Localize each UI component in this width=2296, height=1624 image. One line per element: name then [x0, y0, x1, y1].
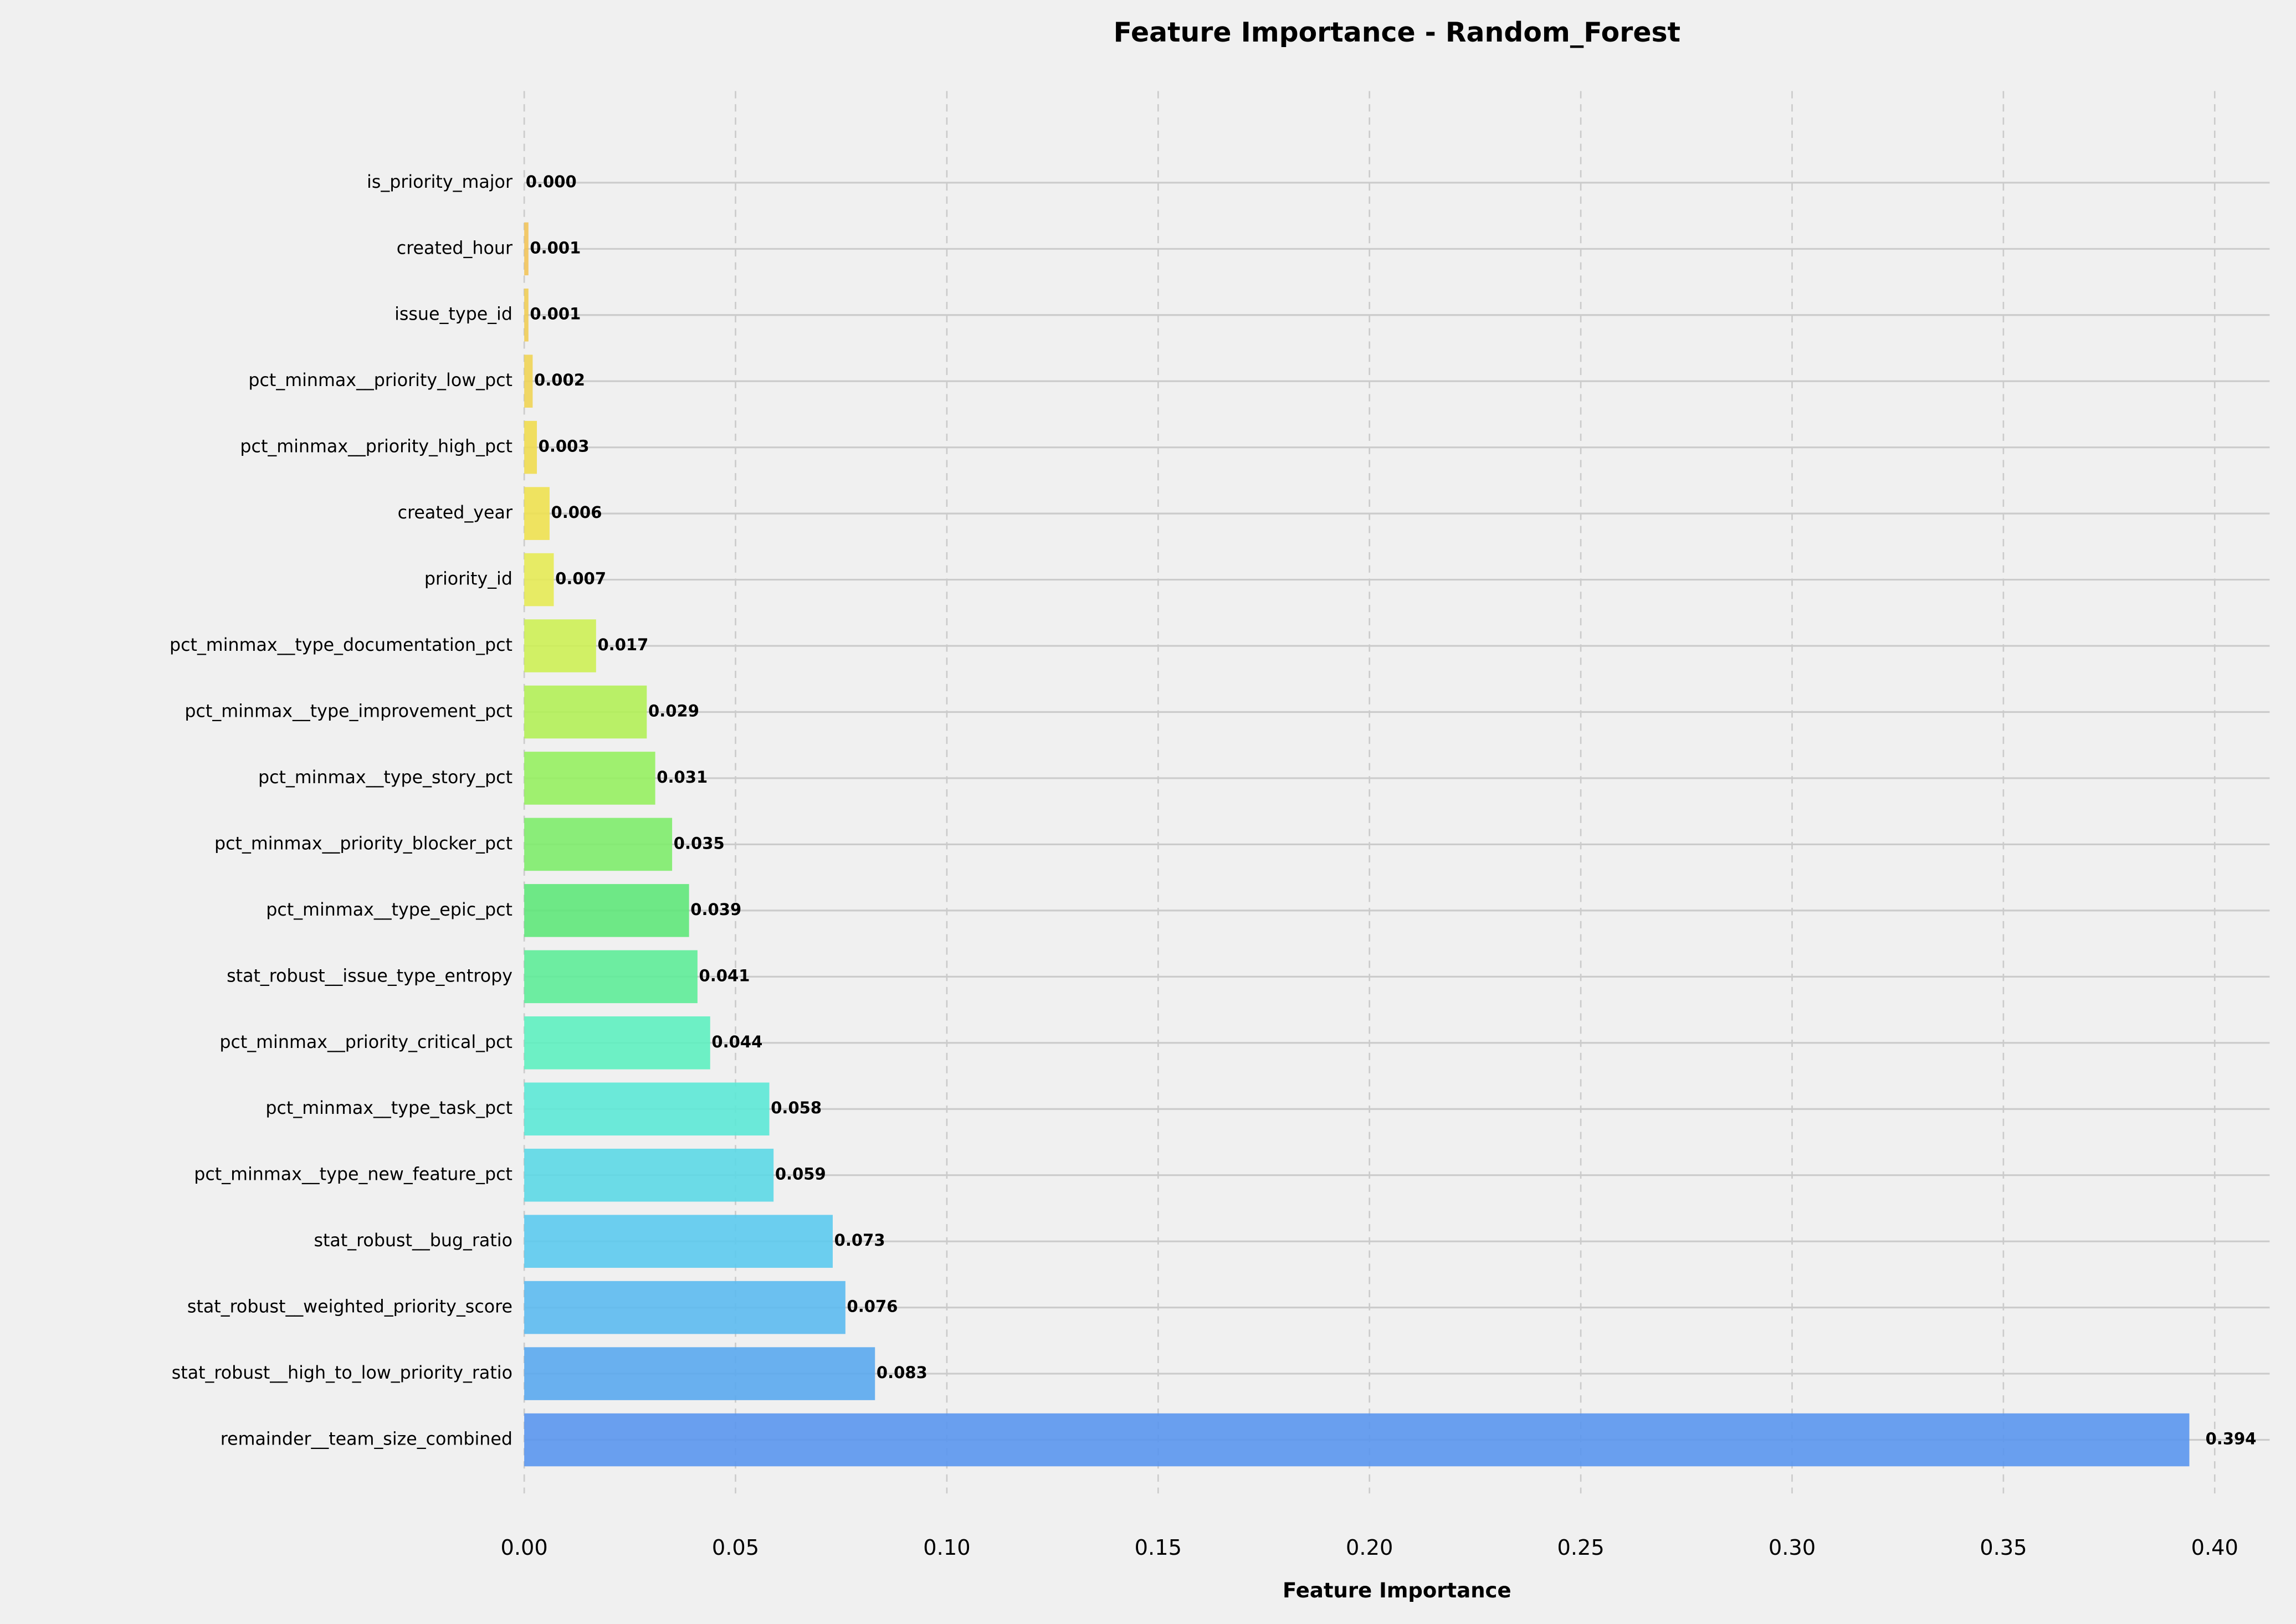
value-label: 0.001	[530, 305, 581, 323]
value-label: 0.000	[526, 172, 577, 191]
y-tick-label: remainder__team_size_combined	[221, 1430, 512, 1450]
value-label: 0.041	[699, 966, 750, 985]
value-label: 0.058	[771, 1098, 822, 1117]
value-label: 0.059	[775, 1165, 826, 1184]
y-tick-label: stat_robust__high_to_low_priority_ratio	[172, 1363, 512, 1383]
value-label: 0.001	[530, 238, 581, 257]
x-tick-label: 0.00	[500, 1535, 547, 1560]
x-tick-label: 0.25	[1557, 1535, 1604, 1560]
bar	[524, 420, 537, 474]
value-label: 0.003	[539, 437, 590, 456]
value-label: 0.007	[555, 569, 606, 588]
x-tick-label: 0.30	[1769, 1535, 1816, 1560]
value-label: 0.006	[551, 503, 602, 522]
bar	[524, 1215, 833, 1268]
value-label: 0.083	[877, 1363, 927, 1382]
bar	[524, 553, 554, 607]
bar	[524, 1082, 770, 1136]
y-tick-label: priority_id	[424, 569, 512, 589]
bar	[524, 288, 529, 342]
bar	[524, 1347, 875, 1400]
y-tick-label: pct_minmax__type_improvement_pct	[184, 701, 512, 721]
value-label: 0.076	[847, 1297, 898, 1316]
bar	[524, 950, 698, 1004]
value-label: 0.073	[834, 1231, 885, 1250]
bar	[524, 752, 655, 805]
bar	[524, 818, 673, 871]
x-axis-label: Feature Importance	[1283, 1579, 1511, 1602]
chart-title: Feature Importance - Random_Forest	[1114, 17, 1680, 48]
x-tick-label: 0.20	[1346, 1535, 1393, 1560]
y-tick-label: pct_minmax__type_new_feature_pct	[194, 1165, 512, 1185]
value-label: 0.029	[648, 701, 699, 720]
y-tick-label: pct_minmax__priority_critical_pct	[219, 1032, 512, 1052]
y-tick-label: pct_minmax__type_documentation_pct	[170, 635, 512, 655]
y-tick-label: pct_minmax__type_story_pct	[258, 768, 512, 788]
y-tick-label: stat_robust__bug_ratio	[314, 1231, 512, 1251]
y-tick-label: stat_robust__issue_type_entropy	[227, 966, 512, 986]
value-label: 0.044	[711, 1032, 762, 1051]
bar	[524, 1281, 845, 1334]
bar	[524, 1413, 2190, 1467]
y-tick-label: stat_robust__weighted_priority_score	[187, 1297, 512, 1317]
bar	[524, 487, 550, 540]
bar	[524, 1016, 710, 1070]
value-label: 0.031	[657, 768, 708, 787]
bar	[524, 1148, 774, 1202]
x-tick-label: 0.10	[923, 1535, 970, 1560]
x-tick-label: 0.15	[1135, 1535, 1182, 1560]
y-tick-label: issue_type_id	[394, 305, 512, 325]
value-label: 0.002	[534, 371, 585, 389]
y-tick-label: pct_minmax__priority_low_pct	[248, 371, 512, 390]
x-tick-label: 0.40	[2191, 1535, 2238, 1560]
bar	[524, 222, 529, 276]
bar	[524, 619, 596, 672]
y-tick-label: created_year	[398, 503, 513, 523]
value-label: 0.394	[2206, 1430, 2257, 1448]
value-label: 0.017	[597, 635, 648, 654]
y-tick-label: pct_minmax__type_epic_pct	[266, 900, 512, 920]
bar	[524, 354, 533, 408]
x-tick-label: 0.35	[1980, 1535, 2027, 1560]
y-tick-label: is_priority_major	[367, 172, 513, 192]
x-tick-label: 0.05	[712, 1535, 759, 1560]
y-tick-label: pct_minmax__priority_blocker_pct	[214, 834, 512, 854]
bar	[524, 884, 689, 937]
y-tick-label: pct_minmax__priority_high_pct	[240, 437, 512, 457]
y-tick-label: pct_minmax__type_task_pct	[265, 1098, 512, 1118]
value-label: 0.039	[690, 900, 741, 919]
bar	[524, 685, 647, 739]
y-tick-label: created_hour	[397, 238, 513, 258]
value-label: 0.035	[674, 834, 725, 852]
